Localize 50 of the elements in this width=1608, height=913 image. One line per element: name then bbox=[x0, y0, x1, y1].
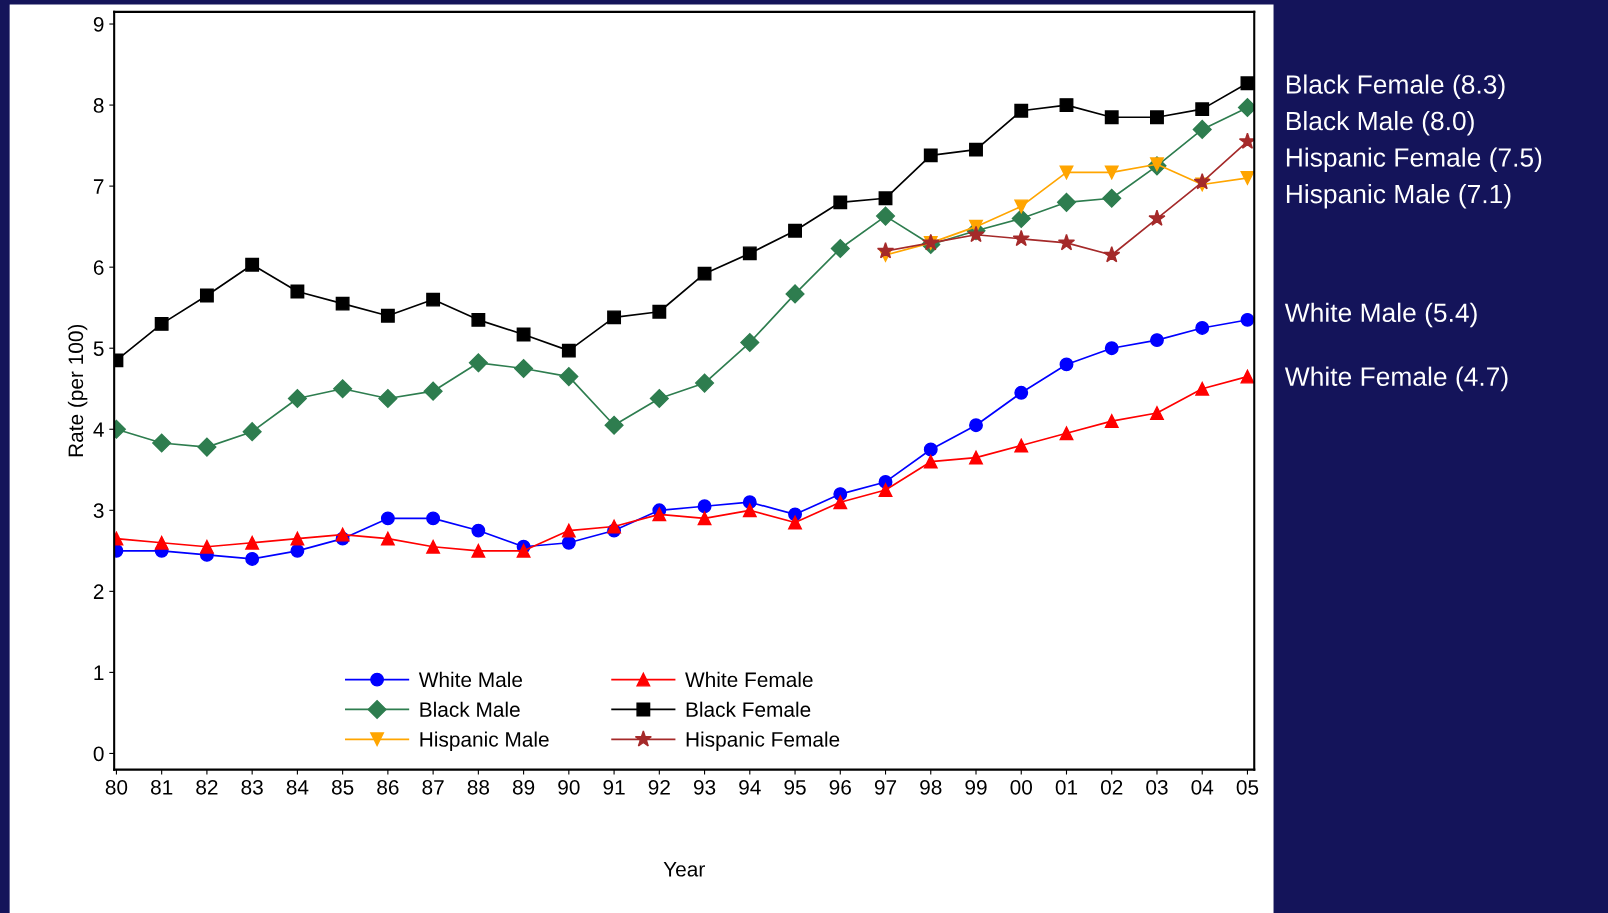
x-tick-label: 85 bbox=[331, 779, 354, 795]
y-tick-label: 8 bbox=[93, 98, 104, 113]
y-tick-label: 6 bbox=[93, 260, 104, 275]
x-tick-label: 98 bbox=[920, 779, 942, 795]
x-tick-label: 96 bbox=[829, 779, 851, 795]
x-tick-label: 00 bbox=[1010, 779, 1033, 795]
y-tick-label: 7 bbox=[93, 179, 104, 194]
x-tick-label: 82 bbox=[196, 779, 218, 795]
text: White Male (5.4) bbox=[1284, 302, 1477, 328]
x-axis-title: Year bbox=[663, 862, 705, 877]
y-tick-label: 0 bbox=[93, 746, 104, 762]
y-tick-label: 3 bbox=[93, 503, 104, 519]
x-tick-label: 84 bbox=[286, 779, 309, 795]
x-tick-label: 91 bbox=[603, 779, 625, 795]
y-tick-label: 5 bbox=[93, 341, 104, 356]
legend-label: White Male bbox=[418, 671, 523, 688]
x-tick-label: 01 bbox=[1055, 779, 1078, 795]
x-tick-label: 97 bbox=[874, 779, 897, 795]
x-tick-label: 80 bbox=[105, 779, 128, 795]
x-tick-label: 04 bbox=[1191, 779, 1214, 795]
y-tick-label: 9 bbox=[93, 17, 104, 32]
text: Black Male (8.0) bbox=[1286, 110, 1474, 136]
text: Hispanic Female (7.5) bbox=[1286, 147, 1542, 173]
text: Black Female (8.3) bbox=[1286, 74, 1505, 100]
x-tick-label: 88 bbox=[467, 779, 490, 795]
text: Hispanic Male (7.1) bbox=[1286, 184, 1511, 209]
x-tick-label: 05 bbox=[1236, 779, 1259, 795]
x-tick-label: 92 bbox=[648, 779, 670, 795]
y-tick-label: 1 bbox=[94, 665, 104, 680]
x-tick-label: 02 bbox=[1100, 779, 1123, 795]
y-tick-label: 4 bbox=[93, 422, 104, 437]
x-tick-label: 94 bbox=[739, 779, 761, 795]
x-tick-label: 89 bbox=[512, 779, 535, 795]
legend-label: White Female bbox=[685, 671, 813, 688]
x-tick-label: 81 bbox=[150, 779, 173, 795]
legend-label: Black Female bbox=[686, 701, 811, 717]
x-tick-label: 03 bbox=[1146, 779, 1168, 795]
y-axis-title: Rate (per 100) bbox=[67, 324, 88, 457]
x-tick-label: 93 bbox=[693, 779, 716, 795]
y-tick-label: 2 bbox=[93, 584, 104, 599]
x-tick-label: 95 bbox=[784, 779, 806, 795]
x-tick-label: 86 bbox=[377, 779, 399, 795]
legend-label: Hispanic Male bbox=[420, 731, 549, 751]
legend-label: Hispanic Female bbox=[686, 731, 840, 751]
x-tick-label: 87 bbox=[422, 779, 444, 795]
legend-label: Black Male bbox=[420, 701, 520, 717]
x-tick-label: 83 bbox=[241, 779, 263, 795]
x-tick-label: 90 bbox=[558, 779, 580, 795]
text: White Female (4.7) bbox=[1284, 366, 1508, 392]
x-tick-label: 99 bbox=[965, 779, 987, 795]
